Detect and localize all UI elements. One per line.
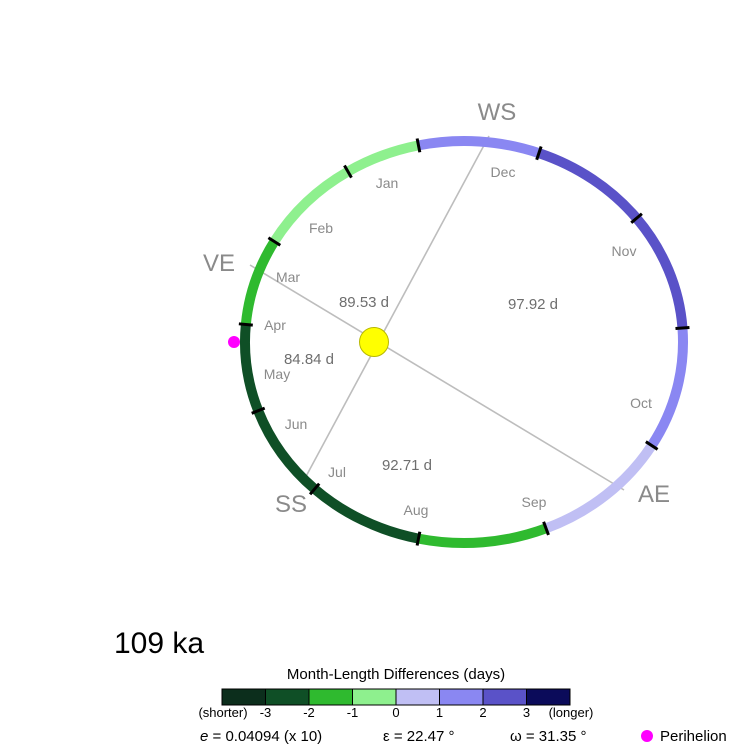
winter-solstice-label: WS — [478, 99, 517, 126]
season-length-winter-spring: 89.53 d — [339, 294, 389, 311]
colorbar-swatch — [526, 688, 571, 706]
colorbar-tick-label: -2 — [303, 705, 315, 720]
month-label-dec: Dec — [491, 164, 516, 180]
month-label-may: May — [264, 366, 290, 382]
colorbar-ticks: -3 -2 -1 0 1 2 3 — [260, 705, 530, 720]
month-boundary-tick — [535, 146, 543, 161]
precession-label: ω = 31.35 ° — [510, 728, 587, 745]
month-label-oct: Oct — [630, 395, 652, 411]
month-boundary-tick — [238, 322, 253, 327]
orbit-segment-jan — [345, 140, 420, 176]
season-length-summer-autumn: 92.71 d — [382, 457, 432, 474]
colorbar-swatch — [265, 688, 310, 706]
month-label-jan: Jan — [376, 175, 399, 191]
season-length-autumn-winter: 97.92 d — [508, 296, 558, 313]
colorbar-tick-label: -3 — [260, 705, 272, 720]
month-label-feb: Feb — [309, 220, 333, 236]
month-label-jun: Jun — [285, 416, 308, 432]
month-boundary-tick — [251, 406, 266, 415]
orbit-segment-apr — [240, 324, 263, 413]
month-boundary-tick — [630, 212, 643, 224]
month-label-sep: Sep — [522, 494, 547, 510]
autumnal-equinox-label: AE — [638, 481, 670, 508]
month-boundary-tick — [343, 164, 353, 179]
month-boundary-tick — [308, 482, 321, 496]
month-boundary-tick — [415, 138, 422, 153]
colorbar-swatch — [439, 688, 484, 706]
season-length-spring-summer: 84.84 d — [284, 351, 334, 368]
sun-icon — [359, 327, 389, 357]
month-label-mar: Mar — [276, 269, 300, 285]
perihelion-legend-label: Perihelion — [660, 728, 727, 745]
orbit-segment-nov — [537, 148, 641, 222]
colorbar-swatch — [221, 688, 266, 706]
eccentricity-label: e = 0.04094 (x 10) — [200, 728, 322, 745]
vernal-equinox-label: VE — [203, 250, 235, 277]
colorbar — [221, 688, 571, 706]
colorbar-left-label: (shorter) — [198, 705, 247, 720]
colorbar-tick-label: -1 — [347, 705, 359, 720]
month-label-apr: Apr — [264, 317, 286, 333]
month-label-nov: Nov — [612, 243, 637, 259]
colorbar-swatch — [308, 688, 353, 706]
summer-solstice-label: SS — [275, 491, 307, 518]
month-boundary-tick — [645, 440, 659, 451]
month-boundary-tick — [415, 531, 422, 546]
orbit-segment-aug — [544, 442, 656, 534]
colorbar-swatch — [482, 688, 527, 706]
orbit-ring — [238, 136, 690, 548]
orbit-segment-feb — [270, 167, 351, 245]
colorbar-swatch — [352, 688, 397, 706]
age-label: 109 ka — [114, 627, 204, 660]
orbit-segment-oct — [632, 215, 688, 329]
perihelion-legend-icon — [641, 730, 653, 742]
eccentricity-symbol: e — [200, 728, 208, 745]
orbit-segment-dec — [417, 136, 541, 158]
colorbar-tick-label: 3 — [523, 705, 530, 720]
orbit-segment-may — [253, 408, 318, 493]
eccentricity-value: = 0.04094 (x 10) — [208, 728, 322, 745]
obliquity-label: ε = 22.47 ° — [383, 728, 454, 745]
colorbar-title: Month-Length Differences (days) — [287, 666, 505, 683]
colorbar-tick-label: 2 — [479, 705, 486, 720]
equinox-axis — [249, 264, 625, 491]
perihelion-marker — [228, 336, 240, 348]
orbit-segment-mar — [240, 238, 279, 326]
colorbar-swatch — [395, 688, 440, 706]
colorbar-right-label: (longer) — [549, 705, 594, 720]
orbit-segment-jul — [417, 523, 548, 548]
month-boundary-tick — [675, 325, 690, 331]
colorbar-tick-label: 1 — [436, 705, 443, 720]
orbit-segment-jun — [311, 485, 420, 544]
month-boundary-tick — [267, 236, 282, 247]
month-boundary-tick — [542, 521, 550, 536]
orbit-segment-sep — [647, 327, 688, 449]
month-label-jul: Jul — [328, 464, 346, 480]
solstice-axis — [302, 135, 490, 483]
month-label-aug: Aug — [404, 502, 429, 518]
colorbar-tick-label: 0 — [392, 705, 399, 720]
